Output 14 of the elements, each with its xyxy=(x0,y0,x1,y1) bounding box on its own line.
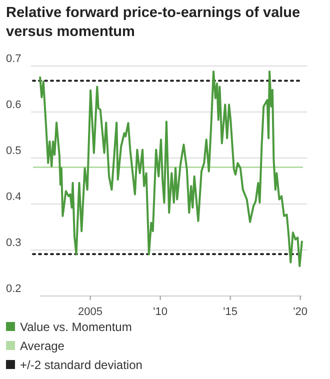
x-tick-label: 2005 xyxy=(78,306,103,318)
x-tick-label: '20 xyxy=(293,306,308,318)
y-tick-label: 0.2 xyxy=(6,283,22,295)
y-tick-label: 0.3 xyxy=(6,237,22,249)
legend-label: Value vs. Momentum xyxy=(20,320,132,334)
legend-label: +/-2 standard deviation xyxy=(20,358,142,372)
x-tick-label: '15 xyxy=(223,306,238,318)
y-tick-label: 0.5 xyxy=(6,145,22,157)
y-tick-label: 0.7 xyxy=(6,53,22,65)
chart-title: Relative forward price-to-earnings of value versus momentum xyxy=(6,5,300,40)
y-tick-label: 0.6 xyxy=(6,99,22,111)
y-tick-label: 0.4 xyxy=(6,191,22,203)
legend-label: Average xyxy=(20,339,65,353)
x-tick-label: '10 xyxy=(153,306,168,318)
